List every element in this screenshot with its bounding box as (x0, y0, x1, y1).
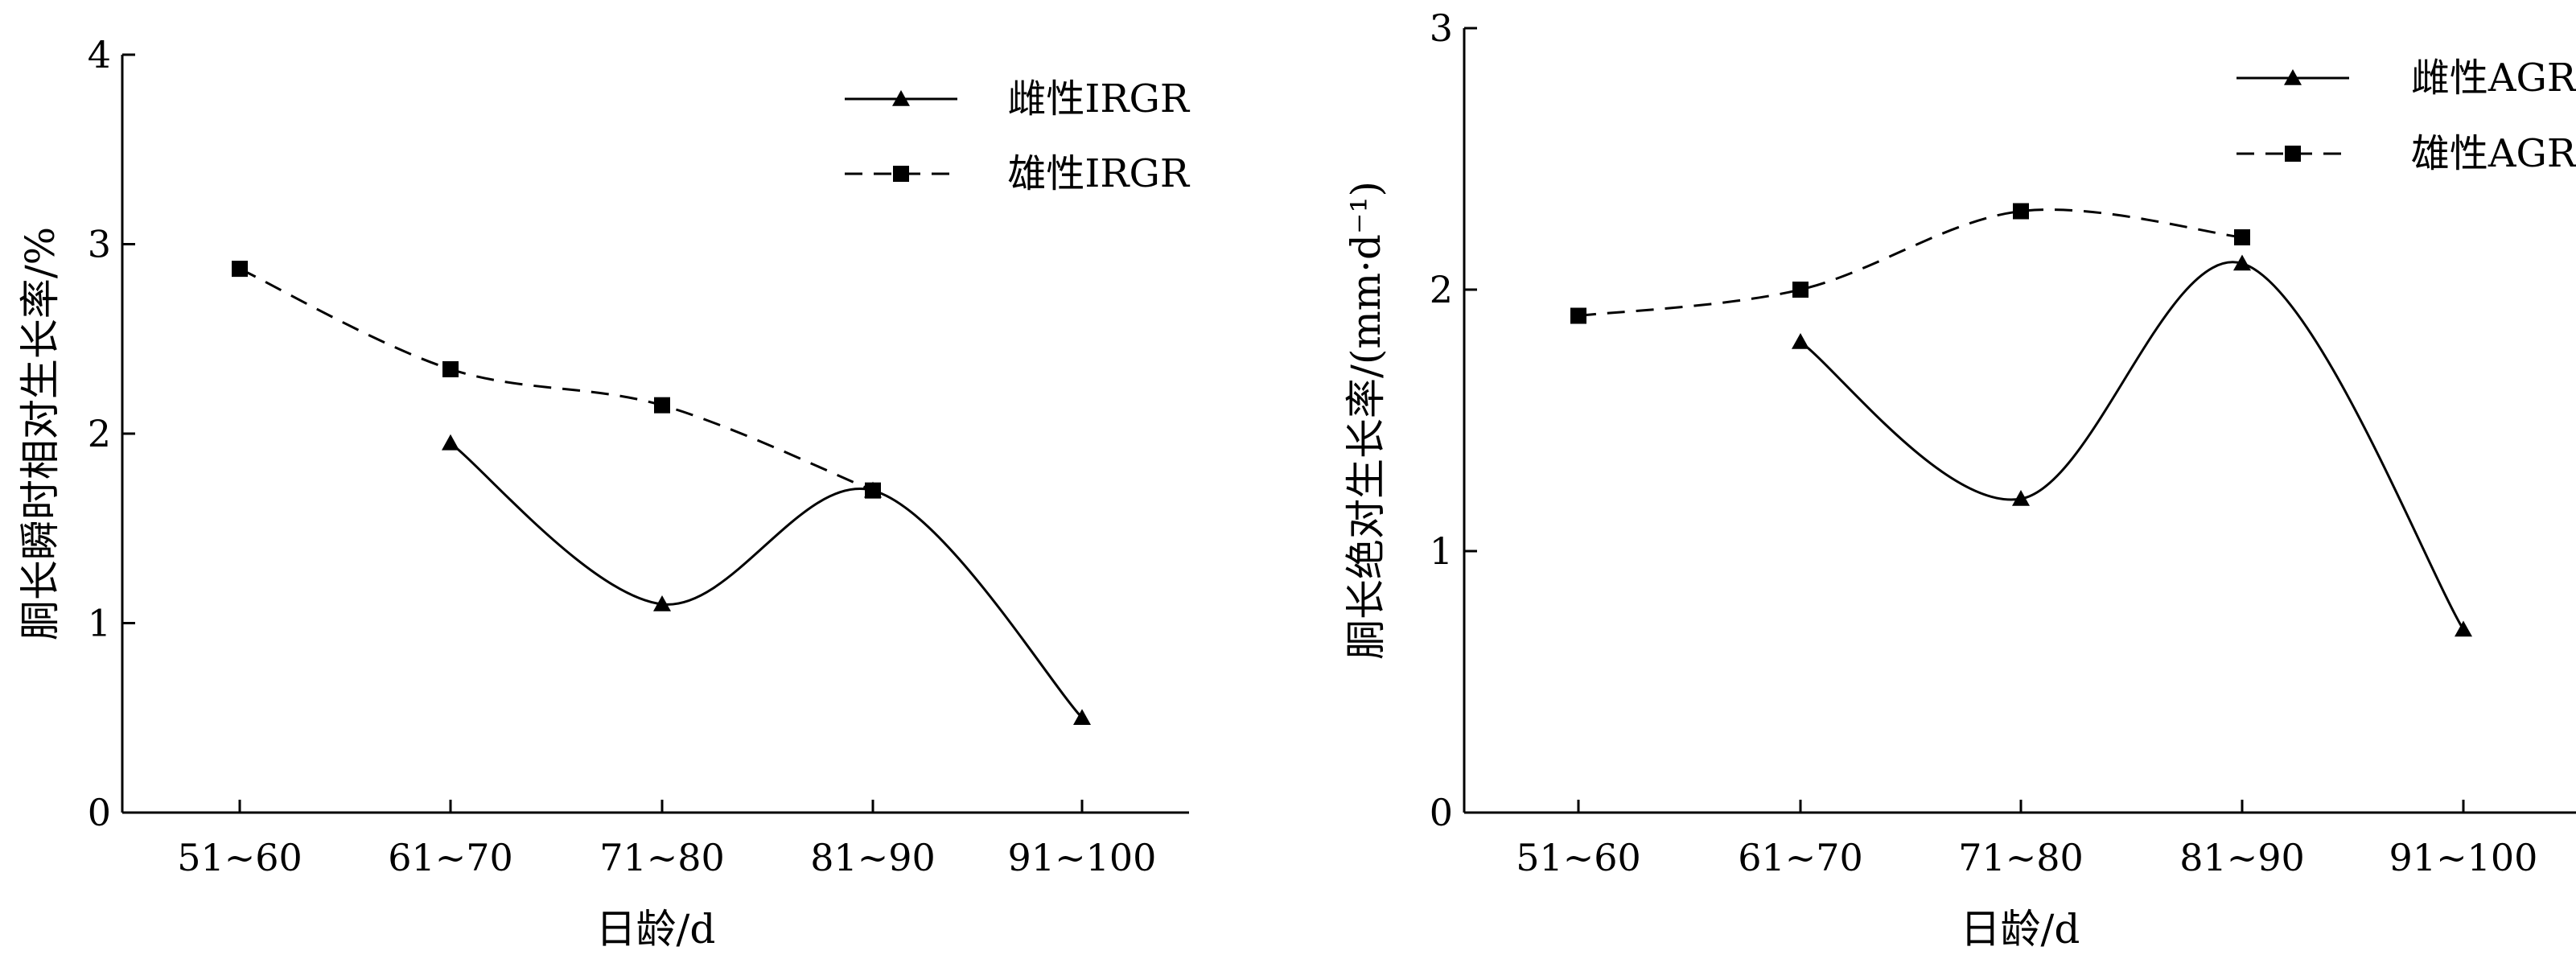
y-axis-label: 胴长瞬时相对生长率/% (17, 227, 64, 640)
data-point-square (232, 261, 248, 278)
series-2 (232, 261, 881, 499)
legend-marker (2285, 146, 2301, 162)
chart-panel-2: 0 1 2 3 51~60 61~70 71~80 81~90 91~100 日龄/d 胴长绝对生长… (1343, 6, 2576, 953)
series-1 (1792, 254, 2472, 637)
legend-label: 雄性AGR (2411, 131, 2576, 176)
x-tick-label: 81~90 (2179, 836, 2305, 879)
series-line (450, 442, 1084, 719)
data-point-square (654, 397, 670, 414)
data-point-triangle (1792, 333, 1809, 349)
data-point-triangle (1073, 709, 1091, 726)
data-point-triangle (2233, 254, 2251, 271)
y-tick-label: 2 (88, 412, 111, 455)
series-1 (442, 434, 1091, 726)
series-line (1800, 261, 2465, 631)
x-tick-label: 61~70 (388, 836, 513, 879)
x-tick-label: 51~60 (1516, 836, 1641, 879)
x-tick-label: 81~90 (810, 836, 936, 879)
legend-entry-1: 雌性IRGR (845, 76, 1191, 121)
x-axis-label: 日龄/d (1961, 906, 2080, 953)
y-tick-label: 2 (1430, 268, 1453, 311)
legend-label: 雄性IRGR (1007, 151, 1190, 196)
y-tick-label: 1 (1430, 529, 1453, 573)
series-line (239, 267, 874, 492)
x-tick-label: 71~80 (599, 836, 725, 879)
series-2 (1570, 203, 2250, 324)
legend-entry-2: 雄性IRGR (845, 151, 1191, 196)
y-tick-label: 4 (88, 33, 111, 76)
y-tick-label: 3 (88, 223, 111, 266)
data-point-triangle (2012, 490, 2030, 506)
data-point-triangle (2455, 620, 2472, 637)
legend-entry-2: 雄性AGR (2237, 131, 2576, 176)
data-point-square (2013, 203, 2029, 220)
legend-marker (893, 166, 909, 182)
data-point-square (1570, 307, 1586, 324)
legend-marker (892, 90, 910, 106)
data-point-triangle (442, 434, 459, 451)
x-tick-label: 71~80 (1958, 836, 2084, 879)
x-tick-label: 61~70 (1738, 836, 1863, 879)
data-point-triangle (653, 595, 671, 611)
y-tick-label: 1 (88, 602, 111, 645)
chart-panel-1: 0 1 2 3 4 51~60 61~70 71~80 81~90 91~100 日龄/d 胴长瞬时相… (17, 33, 1191, 953)
series-line (1578, 208, 2243, 317)
x-tick-label: 91~100 (2389, 836, 2538, 879)
x-tick-label: 51~60 (177, 836, 302, 879)
data-point-square (442, 360, 459, 377)
y-tick-label: 0 (88, 791, 111, 834)
y-axis-label: 胴长绝对生长率/(mm·d⁻¹) (1343, 181, 1389, 660)
y-tick-label: 0 (1430, 791, 1453, 834)
data-point-square (865, 482, 881, 499)
data-point-square (1792, 282, 1809, 298)
legend-label: 雌性AGR (2411, 56, 2576, 101)
x-axis-label: 日龄/d (596, 906, 716, 953)
x-tick-label: 91~100 (1008, 836, 1157, 879)
data-point-square (2234, 229, 2250, 245)
legend-marker (2284, 69, 2302, 85)
legend-entry-1: 雌性AGR (2237, 56, 2576, 101)
y-tick-label: 3 (1430, 6, 1453, 50)
legend-label: 雌性IRGR (1007, 76, 1190, 121)
